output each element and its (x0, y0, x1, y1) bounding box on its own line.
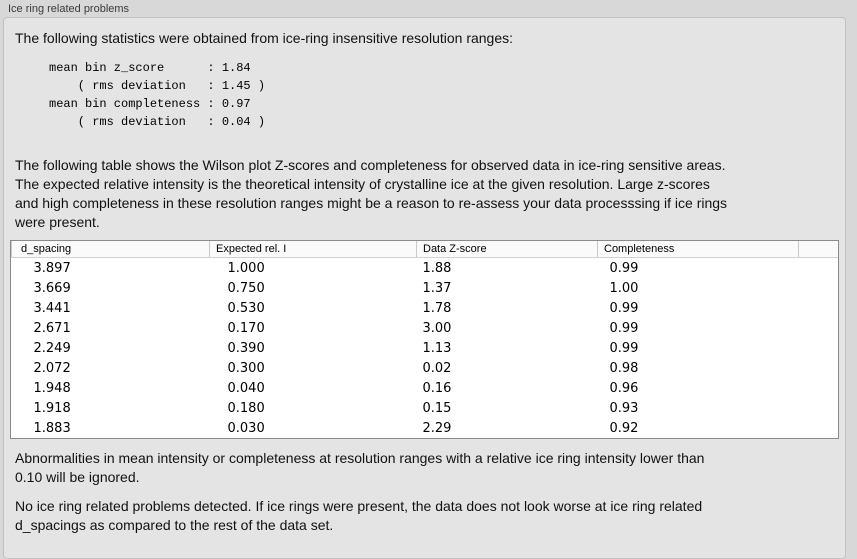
table-cell: 2.29 (422, 420, 452, 436)
table-cell: 2.671 (33, 320, 71, 336)
table-cell: 1.000 (227, 260, 265, 276)
table-cell: 0.040 (227, 380, 265, 396)
table-cell: 0.96 (609, 380, 639, 396)
column-header-completeness[interactable]: Completeness (597, 241, 799, 258)
column-header-expected-rel-i[interactable]: Expected rel. I (209, 241, 417, 258)
column-header-d-spacing[interactable]: d_spacing (11, 241, 210, 258)
conclusion-text: No ice ring related problems detected. I… (15, 498, 703, 533)
ice-ring-table-grid: d_spacing Expected rel. I Data Z-score Comp… (11, 241, 838, 438)
table-cell: 0.93 (609, 400, 639, 416)
table-cell (799, 338, 839, 358)
table-cell: 1.00 (609, 280, 639, 296)
table-cell: 3.441 (33, 300, 71, 316)
table-cell: 3.00 (422, 320, 452, 336)
table-cell (799, 398, 839, 418)
table-cell: 2.249 (33, 340, 71, 356)
table-header-row: d_spacing Expected rel. I Data Z-score Comp… (11, 241, 838, 258)
table-cell: 3.897 (33, 260, 71, 276)
table-cell: 1.37 (422, 280, 452, 296)
table-row[interactable]: 3.441 0.530 1.78 0.99 (12, 298, 839, 318)
table-cell (799, 278, 839, 298)
section-title: Ice ring related problems (8, 3, 130, 15)
table-cell: 1.948 (33, 380, 71, 396)
intro-text: The following statistics were obtained f… (15, 30, 514, 46)
table-cell: 0.99 (609, 260, 639, 276)
ignore-threshold-note: Abnormalities in mean intensity or compl… (15, 450, 705, 485)
table-cell: 0.030 (227, 420, 265, 436)
table-cell: 0.98 (609, 360, 639, 376)
column-header-empty[interactable] (798, 241, 838, 258)
ice-ring-groupbox: The following statistics were obtained f… (3, 17, 846, 559)
description-text: The following table shows the Wilson plo… (15, 157, 728, 230)
table-cell: 1.88 (422, 260, 452, 276)
table-cell: 0.530 (227, 300, 265, 316)
table-cell: 1.918 (33, 400, 71, 416)
table-cell (799, 298, 839, 318)
table-cell: 0.99 (609, 320, 639, 336)
table-cell: 0.99 (609, 340, 639, 356)
table-row[interactable]: 3.897 1.000 1.88 0.99 (12, 258, 839, 279)
table-row[interactable]: 1.883 0.030 2.29 0.92 (12, 418, 839, 438)
table-cell: 3.669 (33, 280, 71, 296)
table-cell (799, 258, 839, 279)
table-cell (799, 358, 839, 378)
table-cell: 0.99 (609, 300, 639, 316)
table-cell: 0.16 (422, 380, 452, 396)
column-header-data-z-score[interactable]: Data Z-score (416, 241, 598, 258)
stats-block: mean bin z_score : 1.84 ( rms deviation … (49, 61, 266, 129)
table-cell: 1.78 (422, 300, 452, 316)
table-row[interactable]: 2.671 0.170 3.00 0.99 (12, 318, 839, 338)
ice-ring-table[interactable]: d_spacing Expected rel. I Data Z-score Comp… (10, 240, 839, 439)
table-cell: 0.300 (227, 360, 265, 376)
table-cell: 0.15 (422, 400, 452, 416)
table-cell: 0.750 (227, 280, 265, 296)
table-row[interactable]: 3.669 0.750 1.37 1.00 (12, 278, 839, 298)
table-cell: 0.180 (227, 400, 265, 416)
table-cell: 0.170 (227, 320, 265, 336)
table-cell (799, 378, 839, 398)
table-row[interactable]: 2.072 0.300 0.02 0.98 (12, 358, 839, 378)
table-row[interactable]: 1.948 0.040 0.16 0.96 (12, 378, 839, 398)
table-row[interactable]: 2.249 0.390 1.13 0.99 (12, 338, 839, 358)
table-row[interactable]: 1.918 0.180 0.15 0.93 (12, 398, 839, 418)
table-cell: 0.92 (609, 420, 639, 436)
table-cell: 2.072 (33, 360, 71, 376)
table-cell: 0.390 (227, 340, 265, 356)
table-cell (799, 318, 839, 338)
table-cell (799, 418, 839, 438)
table-cell: 1.13 (422, 340, 452, 356)
table-cell: 1.883 (33, 420, 71, 436)
table-cell: 0.02 (422, 360, 452, 376)
